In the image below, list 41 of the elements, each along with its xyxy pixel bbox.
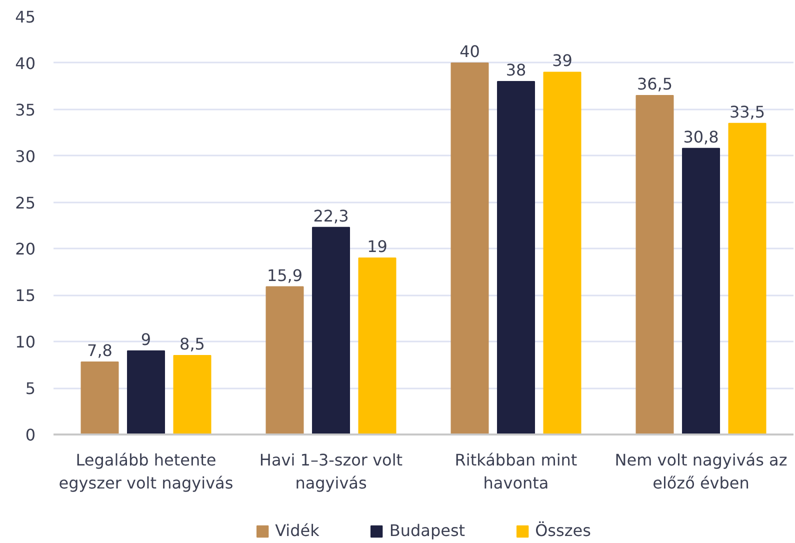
legend-label: Vidék <box>275 521 320 540</box>
bar <box>80 362 119 434</box>
data-label: 30,8 <box>683 127 719 146</box>
y-tick-label: 20 <box>15 240 36 259</box>
y-tick-label: 45 <box>15 8 36 26</box>
bar <box>450 62 489 434</box>
y-tick-label: 5 <box>25 379 36 398</box>
data-label: 36,5 <box>636 74 673 94</box>
bar <box>636 94 674 434</box>
data-label: 22,3 <box>313 206 349 226</box>
data-label: 33,5 <box>729 102 766 122</box>
y-tick-label: 25 <box>15 193 36 212</box>
y-tick-label: 35 <box>15 100 36 120</box>
data-label: 15,9 <box>266 266 303 285</box>
bar <box>173 355 212 434</box>
bar <box>358 258 396 434</box>
legend-label: Összes <box>535 521 591 540</box>
y-tick-label: 0 <box>25 426 36 444</box>
data-label: 38 <box>506 60 526 80</box>
x-tick-label: Havi 1–3-szor volt nagyivás <box>259 450 403 492</box>
bar <box>497 81 535 434</box>
data-label: 7,8 <box>87 341 112 360</box>
data-label: 8,5 <box>180 334 205 354</box>
bar <box>127 350 165 434</box>
x-tick-label: Ritkábban mint havonta <box>454 450 578 492</box>
y-tick-label: 30 <box>15 146 36 166</box>
legend-label: Budapest <box>389 521 466 540</box>
data-label: 19 <box>367 237 388 256</box>
bar <box>728 122 766 434</box>
data-label: 39 <box>552 51 572 70</box>
x-tick-label: Legalább hetente egyszer volt nagyivás <box>58 450 234 492</box>
y-tick-label: 10 <box>15 332 36 352</box>
y-tick-label: 40 <box>15 54 36 73</box>
bar <box>266 286 304 434</box>
x-tick-label: Nem volt nagyivás az előző évben <box>614 450 788 492</box>
bar <box>543 72 582 434</box>
bar <box>312 226 350 434</box>
y-tick-label: 15 <box>15 286 36 306</box>
bar <box>682 148 720 434</box>
data-label: 9 <box>140 330 152 349</box>
data-label: 40 <box>460 42 480 61</box>
